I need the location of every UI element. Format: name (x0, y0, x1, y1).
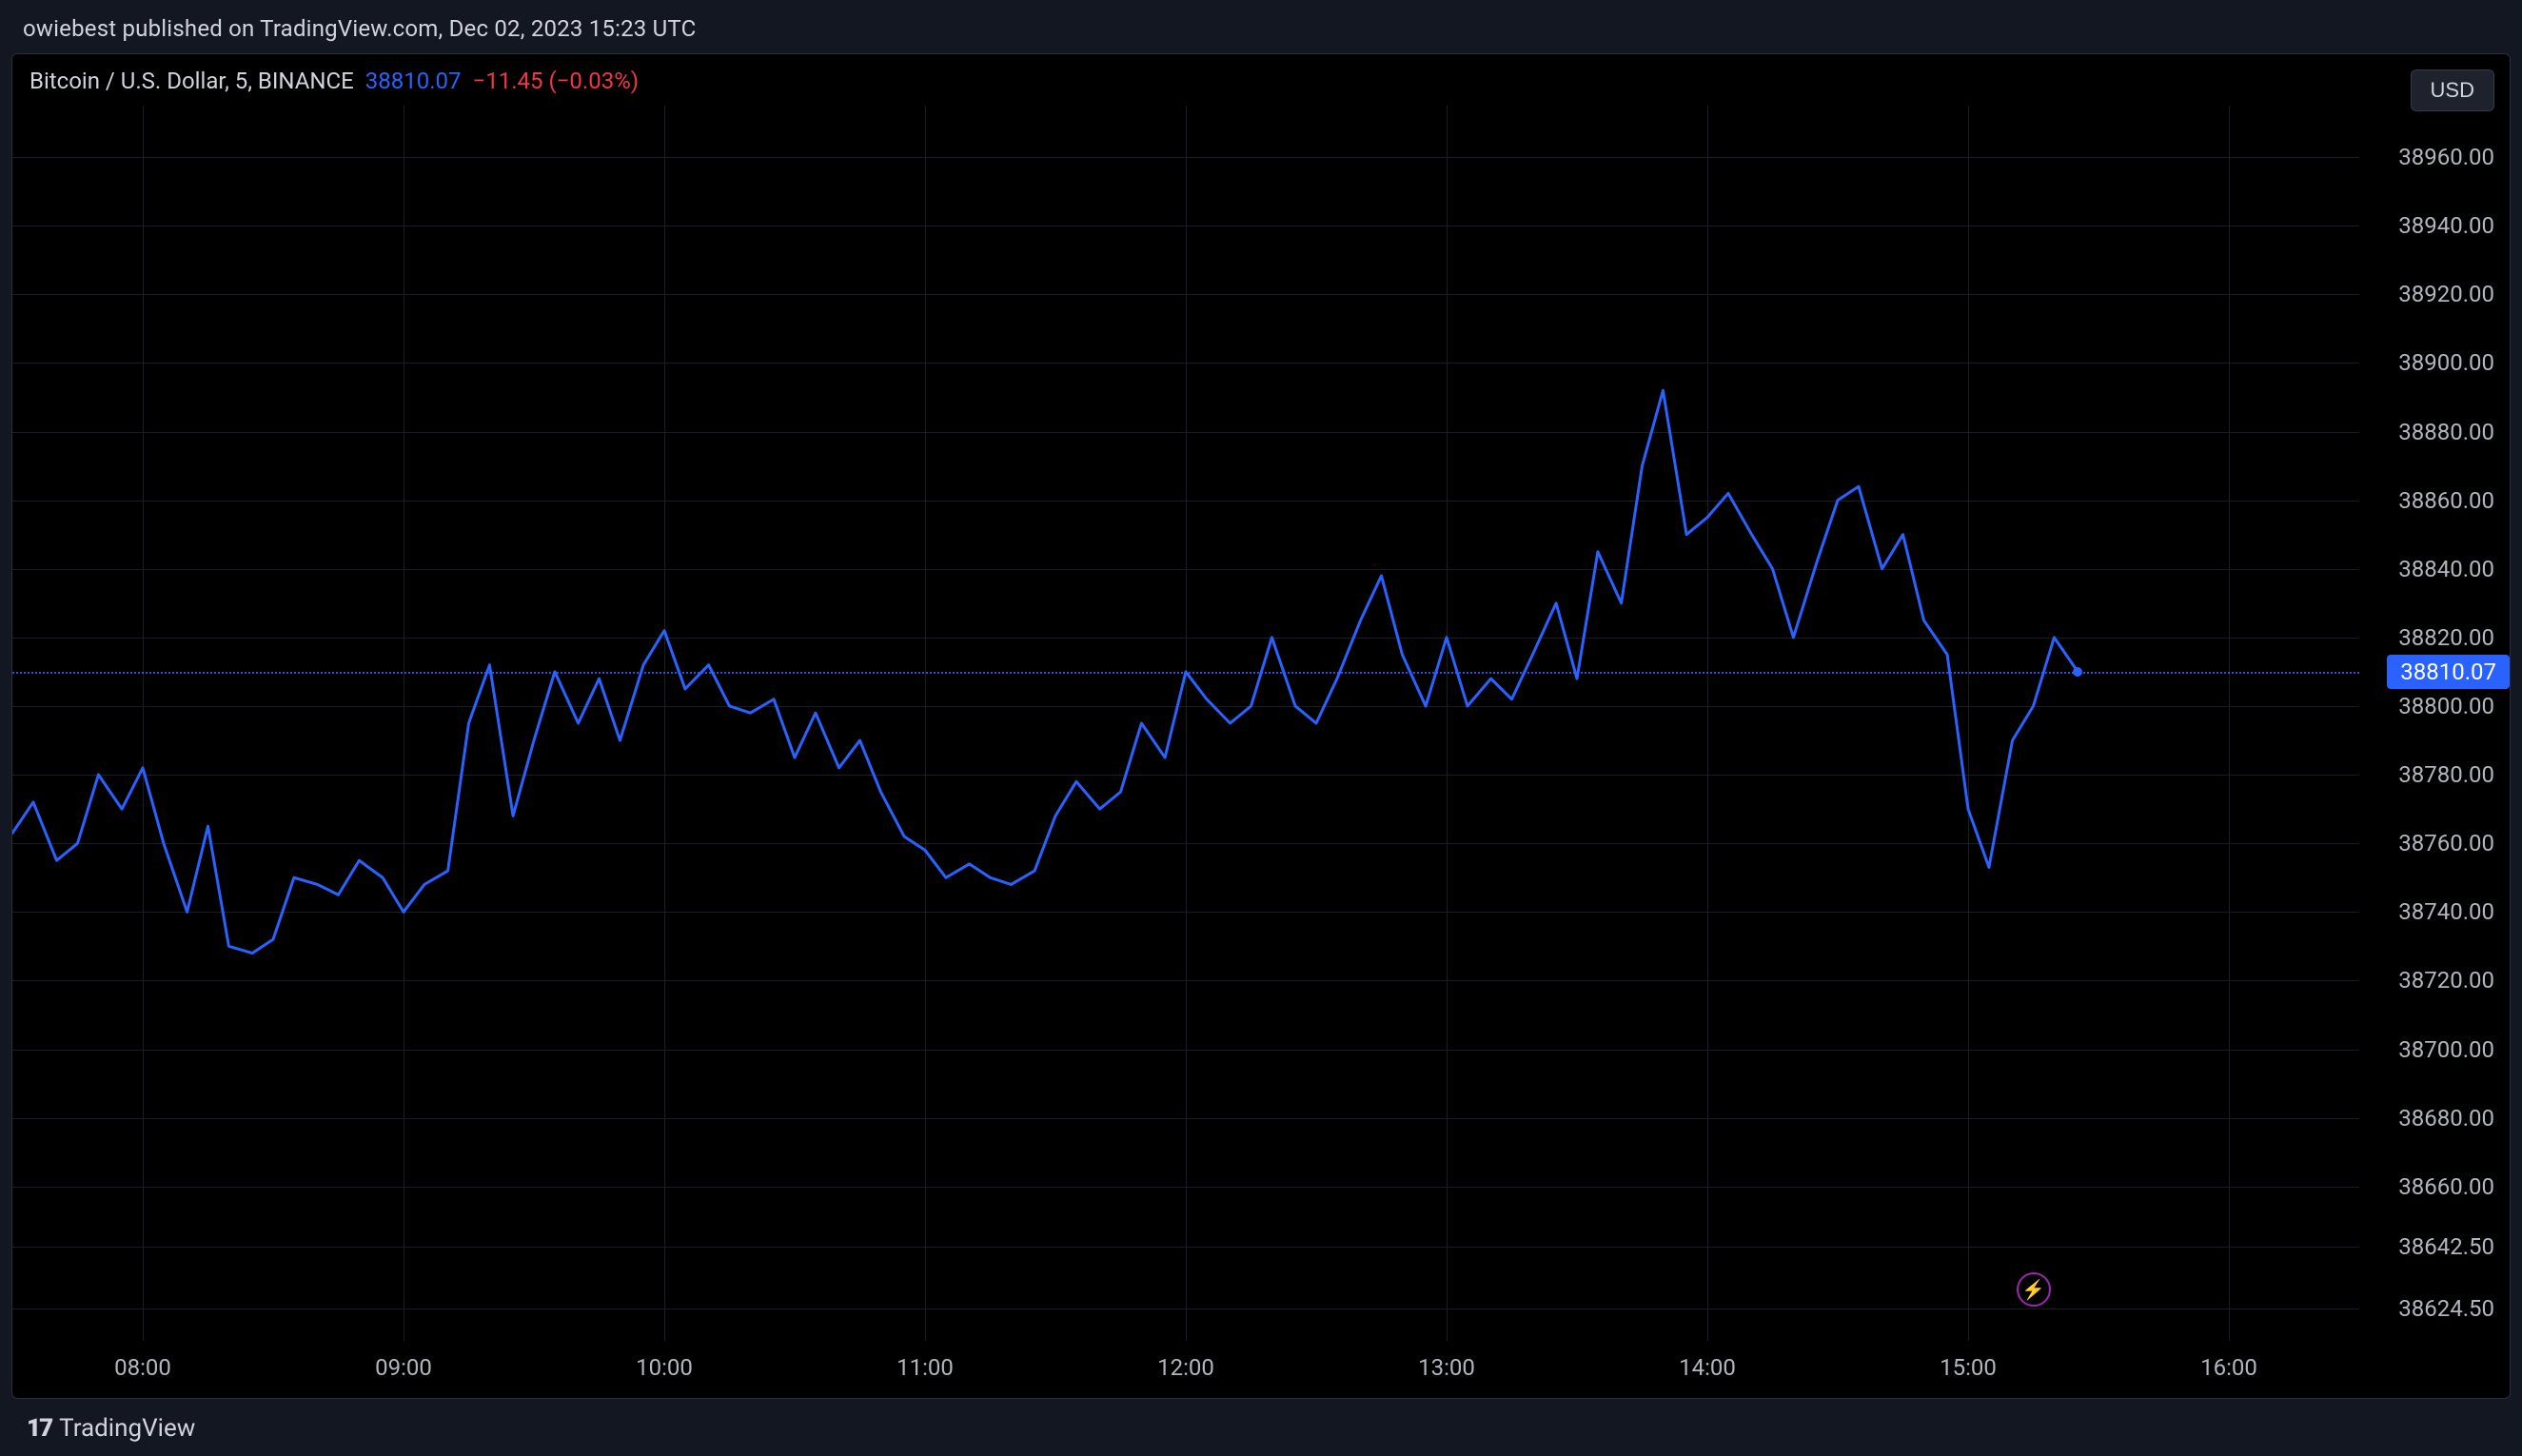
x-axis-label: 14:00 (1679, 1354, 1736, 1381)
footer-brand-text: TradingView (59, 1414, 195, 1443)
x-axis-label: 09:00 (375, 1354, 432, 1381)
y-axis-label: 38660.00 (2398, 1173, 2494, 1200)
y-axis-label: 38642.50 (2398, 1233, 2494, 1260)
price-line (12, 106, 2359, 1341)
y-axis-label: 38720.00 (2398, 967, 2494, 994)
x-axis[interactable]: 08:00 09:00 10:00 11:00 12:00 13:00 14:00 15:00… (12, 1347, 2359, 1388)
y-axis-label: 38900.00 (2398, 349, 2494, 376)
y-axis-label: 38680.00 (2398, 1105, 2494, 1131)
chart-frame: owiebest published on TradingView.com, D… (0, 0, 2522, 1456)
chart-container: Bitcoin / U.S. Dollar, 5, BINANCE 38810.… (11, 53, 2511, 1399)
x-axis-label: 08:00 (114, 1354, 171, 1381)
chart-legend: Bitcoin / U.S. Dollar, 5, BINANCE 38810.… (30, 68, 639, 94)
x-axis-label: 11:00 (896, 1354, 954, 1381)
y-axis-label: 38780.00 (2398, 761, 2494, 788)
y-axis-label: 38700.00 (2398, 1036, 2494, 1063)
price-change: −11.45 (−0.03%) (473, 68, 640, 94)
y-axis-label: 38760.00 (2398, 830, 2494, 856)
footer-brand[interactable]: 17 TradingView (27, 1414, 195, 1443)
x-axis-label: 15:00 (1940, 1354, 1997, 1381)
y-axis-label: 38624.50 (2398, 1295, 2494, 1322)
y-axis-label: 38860.00 (2398, 487, 2494, 514)
y-axis-label: 38820.00 (2398, 624, 2494, 651)
y-axis-label: 38880.00 (2398, 419, 2494, 445)
publish-line: owiebest published on TradingView.com, D… (23, 15, 696, 42)
x-axis-label: 13:00 (1418, 1354, 1475, 1381)
y-axis-label: 38940.00 (2398, 212, 2494, 239)
y-axis-label: 38920.00 (2398, 281, 2494, 307)
x-axis-label: 10:00 (636, 1354, 693, 1381)
tradingview-logo-icon: 17 (27, 1414, 51, 1443)
plot-area[interactable]: ⚡ (12, 106, 2359, 1341)
currency-button[interactable]: USD (2411, 69, 2494, 111)
last-price: 38810.07 (365, 68, 462, 94)
flash-icon[interactable]: ⚡ (2017, 1272, 2051, 1307)
x-axis-label: 16:00 (2200, 1354, 2257, 1381)
y-axis-label: 38960.00 (2398, 144, 2494, 170)
x-axis-label: 12:00 (1157, 1354, 1214, 1381)
last-price-dot (2073, 667, 2082, 677)
current-price-tag: 38810.07 (2387, 655, 2510, 689)
symbol-label[interactable]: Bitcoin / U.S. Dollar, 5, BINANCE (30, 68, 354, 94)
y-axis-label: 38740.00 (2398, 898, 2494, 925)
y-axis-label: 38800.00 (2398, 693, 2494, 719)
y-axis[interactable]: 38960.00 38940.00 38920.00 38900.00 38880.00… (2359, 106, 2510, 1341)
y-axis-label: 38840.00 (2398, 556, 2494, 582)
